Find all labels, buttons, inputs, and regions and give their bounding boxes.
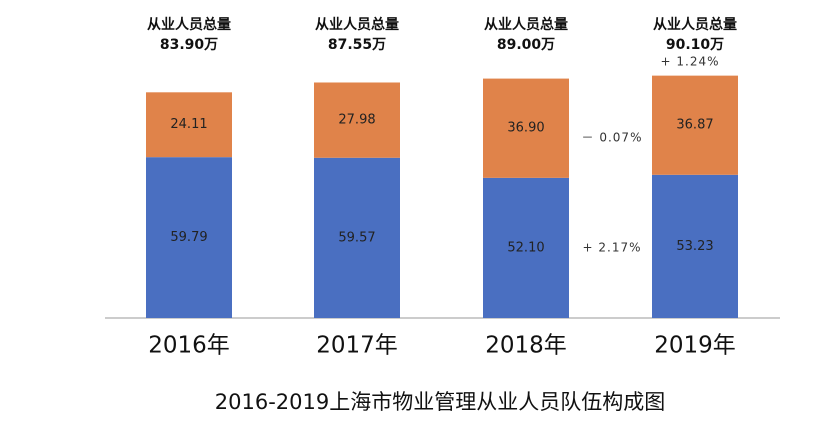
x-tick-label: 2017年 (316, 333, 398, 359)
chart-title: 2016-2019上海市物业管理从业人员队伍构成图 (215, 390, 665, 414)
x-tick-label: 2016年 (148, 333, 230, 359)
data-label: 52.10 (507, 240, 544, 255)
total-title: 从业人员总量 (147, 16, 231, 33)
bar-segment (314, 82, 400, 158)
x-tick-label: 2019年 (654, 333, 736, 359)
data-label: 36.90 (507, 121, 544, 136)
total-title: 从业人员总量 (484, 16, 568, 33)
bar-segment (146, 92, 232, 158)
total-label: 87.55万 (328, 37, 386, 53)
bar-segment (146, 157, 232, 318)
data-label: 27.98 (338, 113, 375, 128)
annotation: － 0.07% (582, 131, 643, 145)
total-title: 从业人员总量 (315, 16, 399, 33)
annotation: + 2.17% (583, 241, 642, 255)
total-title: 从业人员总量 (653, 16, 737, 33)
data-label: 59.57 (338, 230, 375, 245)
bar-segment (652, 174, 738, 318)
data-label: 59.79 (170, 230, 207, 245)
data-label: 53.23 (676, 239, 713, 254)
annotation: + 1.24% (661, 55, 720, 69)
data-label: 24.11 (170, 117, 207, 132)
total-label: 83.90万 (160, 37, 218, 53)
bar-segment (483, 78, 569, 178)
total-label: 89.00万 (497, 37, 555, 53)
total-label: 90.10万 (666, 37, 724, 53)
bar-segment (652, 75, 738, 175)
x-tick-label: 2018年 (485, 333, 567, 359)
bar-segment (483, 177, 569, 318)
data-label: 36.87 (676, 118, 713, 133)
bar-segment (314, 157, 400, 318)
